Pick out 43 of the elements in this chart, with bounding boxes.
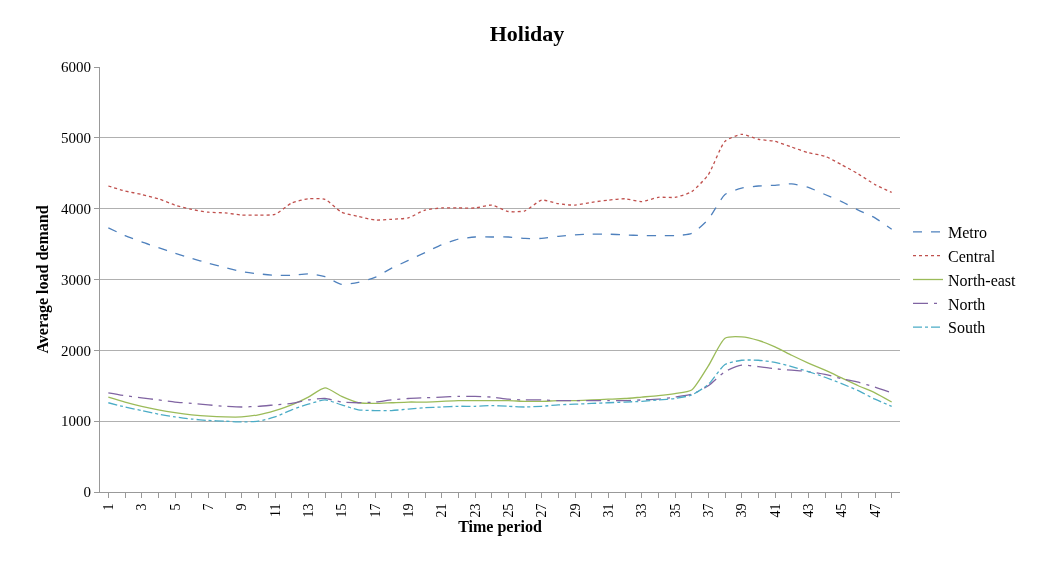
x-tick-label: 1 — [100, 503, 116, 511]
legend-label: Metro — [948, 224, 988, 242]
y-tick-label: 1000 — [61, 413, 91, 430]
y-tick-label: 2000 — [61, 342, 91, 359]
x-tick-label: 47 — [867, 503, 883, 518]
x-tick-label: 19 — [400, 503, 416, 518]
x-tick-label: 13 — [300, 503, 316, 518]
legend-label: North-east — [948, 271, 1017, 289]
x-tick-label: 39 — [734, 503, 750, 518]
chart-title: Holiday — [489, 20, 565, 46]
x-tick-label: 7 — [200, 503, 216, 511]
x-tick-label: 17 — [367, 503, 383, 518]
x-tick-label: 29 — [567, 503, 583, 518]
legend-label: South — [948, 319, 986, 337]
x-tick-label: 45 — [834, 503, 850, 518]
x-tick-label: 3 — [134, 503, 150, 511]
y-tick-label: 3000 — [61, 271, 91, 288]
y-tick-label: 5000 — [61, 130, 91, 147]
x-tick-label: 43 — [800, 503, 816, 518]
legend-label: North — [948, 295, 986, 313]
y-tick-label: 4000 — [61, 200, 91, 217]
line-series — [107, 133, 893, 221]
x-tick-label: 37 — [700, 503, 716, 518]
line-series — [107, 183, 893, 286]
x-tick-label: 33 — [634, 503, 650, 518]
line-series — [107, 359, 893, 423]
x-tick-label: 25 — [500, 503, 516, 518]
x-tick-label: 23 — [467, 503, 483, 518]
y-tick-label: 6000 — [61, 59, 91, 76]
line-series — [107, 336, 893, 418]
x-tick-label: 5 — [167, 503, 183, 511]
x-axis-title: Time period — [458, 518, 542, 537]
y-axis-title: Average load demand — [33, 205, 52, 354]
x-tick-label: 27 — [534, 503, 550, 518]
y-tick-label: 0 — [83, 484, 91, 501]
x-tick-label: 31 — [600, 503, 616, 518]
legend-label: Central — [948, 247, 996, 265]
x-tick-label: 9 — [234, 503, 250, 511]
x-tick-label: 21 — [434, 503, 450, 518]
x-tick-label: 41 — [767, 503, 783, 518]
x-tick-label: 11 — [267, 503, 283, 518]
x-tick-label: 35 — [667, 503, 683, 518]
x-tick-label: 15 — [334, 503, 350, 518]
